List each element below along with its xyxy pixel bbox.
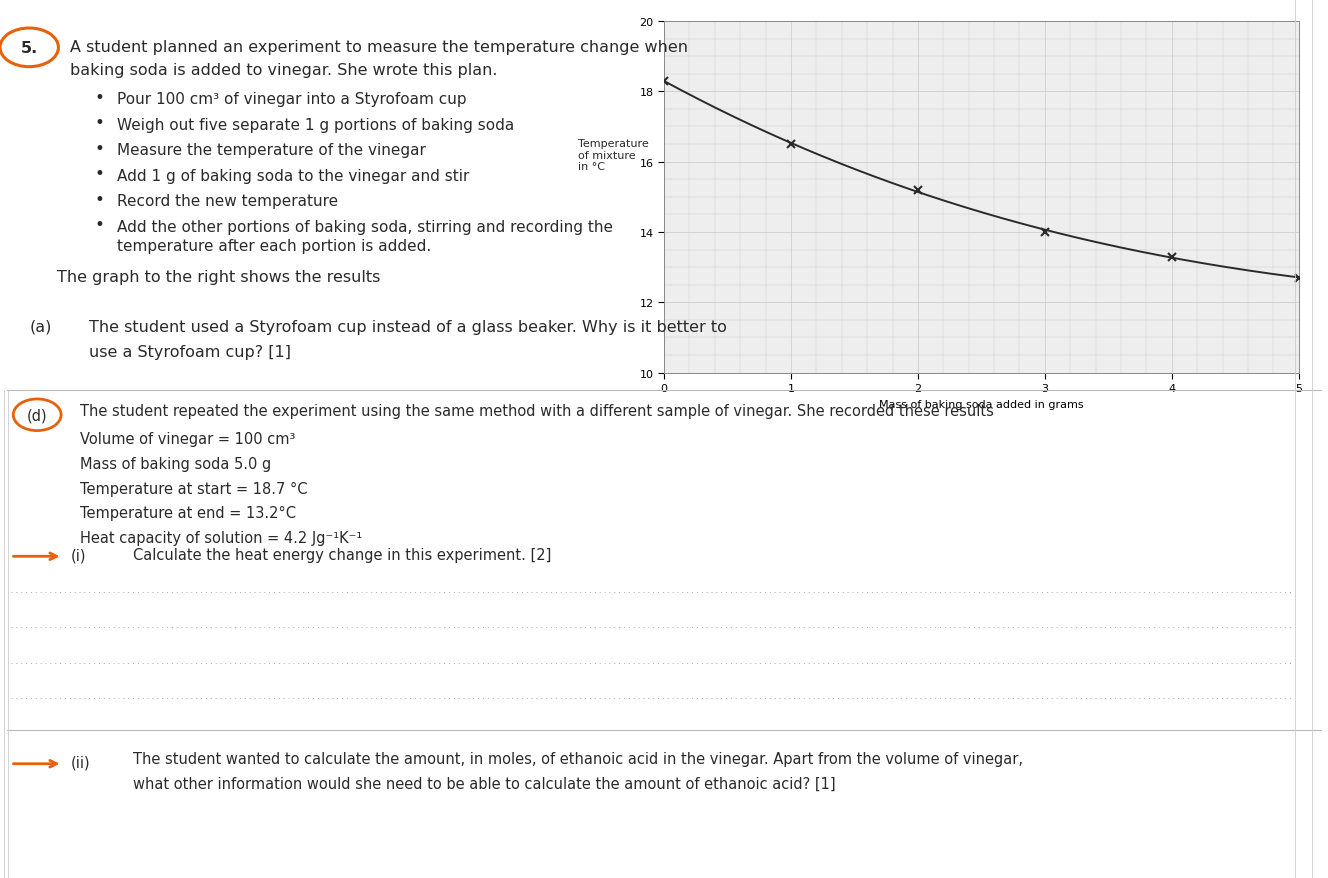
Text: •: •: [94, 165, 105, 183]
Text: Mass of baking soda 5.0 g: Mass of baking soda 5.0 g: [80, 457, 271, 471]
Text: Weigh out five separate 1 g portions of baking soda: Weigh out five separate 1 g portions of …: [117, 118, 514, 133]
Text: A student planned an experiment to measure the temperature change when: A student planned an experiment to measu…: [70, 40, 688, 54]
Text: •: •: [94, 114, 105, 132]
Text: The student repeated the experiment using the same method with a different sampl: The student repeated the experiment usin…: [80, 404, 993, 419]
Text: Heat capacity of solution = 4.2 Jg⁻¹K⁻¹: Heat capacity of solution = 4.2 Jg⁻¹K⁻¹: [80, 530, 363, 545]
Text: •: •: [94, 216, 105, 234]
Text: Temperature
of mixture
in °C: Temperature of mixture in °C: [578, 139, 648, 172]
Text: use a Styrofoam cup? [1]: use a Styrofoam cup? [1]: [89, 345, 291, 360]
Text: Volume of vinegar = 100 cm³: Volume of vinegar = 100 cm³: [80, 432, 295, 447]
Text: •: •: [94, 140, 105, 157]
Text: Temperature at end = 13.2°C: Temperature at end = 13.2°C: [80, 506, 296, 521]
Text: Add 1 g of baking soda to the vinegar and stir: Add 1 g of baking soda to the vinegar an…: [117, 169, 469, 184]
Text: Pour 100 cm³ of vinegar into a Styrofoam cup: Pour 100 cm³ of vinegar into a Styrofoam…: [117, 92, 466, 107]
Text: Record the new temperature: Record the new temperature: [117, 194, 339, 209]
Text: 5.: 5.: [21, 40, 37, 56]
Text: Calculate the heat energy change in this experiment. [2]: Calculate the heat energy change in this…: [133, 547, 551, 563]
Text: •: •: [94, 191, 105, 208]
Text: The student wanted to calculate the amount, in moles, of ethanoic acid in the vi: The student wanted to calculate the amou…: [133, 751, 1023, 766]
Text: The graph to the right shows the results: The graph to the right shows the results: [57, 270, 381, 284]
Text: (ii): (ii): [70, 754, 90, 770]
Text: (a): (a): [29, 320, 52, 335]
Text: The student used a Styrofoam cup instead of a glass beaker. Why is it better to: The student used a Styrofoam cup instead…: [89, 320, 726, 335]
Text: baking soda is added to vinegar. She wrote this plan.: baking soda is added to vinegar. She wro…: [70, 63, 498, 78]
Text: Temperature at start = 18.7 °C: Temperature at start = 18.7 °C: [80, 481, 307, 496]
Text: (i): (i): [70, 547, 86, 563]
Text: (d): (d): [27, 407, 48, 423]
Text: Add the other portions of baking soda, stirring and recording the
temperature af: Add the other portions of baking soda, s…: [117, 220, 612, 254]
Text: Measure the temperature of the vinegar: Measure the temperature of the vinegar: [117, 143, 426, 158]
Text: •: •: [94, 89, 105, 106]
Text: what other information would she need to be able to calculate the amount of etha: what other information would she need to…: [133, 776, 835, 791]
X-axis label: Mass of baking soda added in grams: Mass of baking soda added in grams: [879, 399, 1084, 409]
